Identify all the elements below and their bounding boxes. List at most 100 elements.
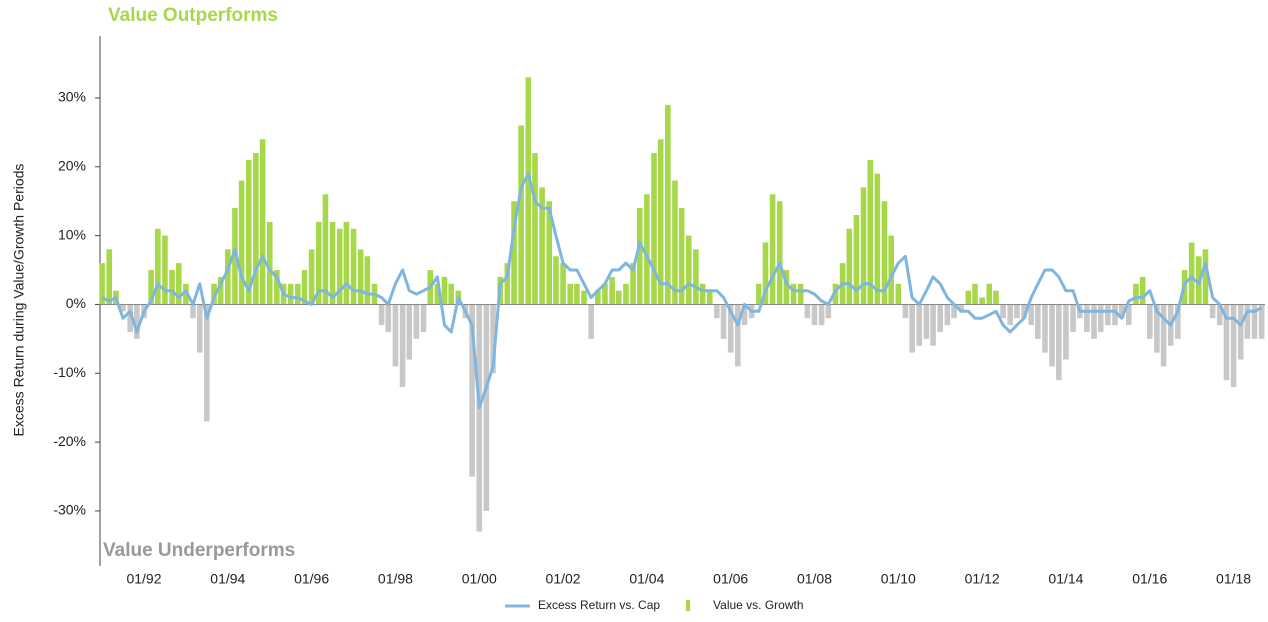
bar xyxy=(1175,304,1181,339)
bar xyxy=(399,304,406,388)
x-tick-label: 01/98 xyxy=(378,571,413,587)
bar xyxy=(609,276,615,305)
bar xyxy=(413,304,420,339)
bar xyxy=(651,153,657,305)
bar xyxy=(1049,304,1055,367)
bar xyxy=(546,201,553,305)
bar xyxy=(951,304,957,319)
bar xyxy=(483,304,490,511)
x-tick-label: 01/12 xyxy=(965,571,1000,587)
bar xyxy=(595,290,601,305)
bar xyxy=(755,283,762,305)
bar xyxy=(539,187,545,305)
x-tick-label: 01/10 xyxy=(881,571,916,587)
bar xyxy=(567,283,573,305)
bar xyxy=(602,283,608,305)
annotation-bottom: Value Underperforms xyxy=(103,540,295,561)
x-tick-label: 01/14 xyxy=(1048,571,1083,587)
bar xyxy=(392,304,399,367)
bar xyxy=(735,304,741,367)
bar xyxy=(741,304,748,326)
bar xyxy=(511,201,517,305)
bar xyxy=(881,201,888,305)
bar xyxy=(364,256,371,305)
bar xyxy=(1202,249,1209,305)
bar xyxy=(979,297,985,305)
x-tick-label: 01/92 xyxy=(126,571,161,587)
bar xyxy=(1021,304,1027,319)
bar xyxy=(336,228,343,305)
x-tick-label: 01/00 xyxy=(462,571,497,587)
bar xyxy=(1126,304,1132,326)
bar xyxy=(211,283,217,305)
bar xyxy=(1014,304,1020,319)
bar xyxy=(1000,304,1006,319)
bar xyxy=(1133,283,1139,305)
legend-label: Value vs. Growth xyxy=(713,598,803,612)
bar xyxy=(672,180,678,305)
bar xyxy=(1070,304,1076,332)
bar xyxy=(1042,304,1048,353)
y-tick-label: -30% xyxy=(53,502,86,518)
bar xyxy=(1216,304,1223,326)
bar xyxy=(944,304,951,326)
bar xyxy=(818,304,825,326)
bar xyxy=(706,290,713,305)
bar xyxy=(434,283,441,305)
bar xyxy=(525,77,532,305)
bar xyxy=(420,304,427,332)
bar xyxy=(225,249,231,305)
bar xyxy=(120,304,126,312)
bar xyxy=(343,221,350,305)
bar xyxy=(99,263,105,305)
bar xyxy=(644,194,650,305)
x-tick-label: 01/02 xyxy=(546,571,581,587)
bar xyxy=(245,159,252,305)
bar xyxy=(965,290,972,305)
bar xyxy=(860,187,867,305)
bar xyxy=(476,304,483,532)
bar xyxy=(238,180,245,305)
bar xyxy=(532,153,538,305)
bar xyxy=(727,304,734,353)
annotation-top: Value Outperforms xyxy=(108,5,278,26)
bar xyxy=(385,304,392,332)
x-tick-label: 01/04 xyxy=(629,571,664,587)
bar xyxy=(797,283,804,305)
y-tick-label: 0% xyxy=(66,295,86,311)
bar xyxy=(308,249,315,305)
bar xyxy=(581,290,587,305)
x-tick-label: 01/16 xyxy=(1132,571,1167,587)
bar xyxy=(720,304,727,339)
bar xyxy=(1188,242,1195,305)
bar xyxy=(888,235,894,305)
bar xyxy=(958,304,964,312)
bar xyxy=(1146,304,1153,339)
bar xyxy=(986,283,993,305)
bar xyxy=(678,208,685,305)
bar xyxy=(301,270,308,305)
bar xyxy=(175,263,182,305)
bar xyxy=(636,208,643,305)
bar xyxy=(378,304,385,326)
bar xyxy=(504,263,511,305)
y-tick-label: -10% xyxy=(53,364,86,380)
bar xyxy=(832,283,839,305)
bar xyxy=(295,283,301,305)
bar xyxy=(1244,304,1251,339)
bar xyxy=(588,304,594,339)
bar xyxy=(162,235,168,305)
bar xyxy=(1063,304,1069,360)
bar xyxy=(993,290,999,305)
bar xyxy=(253,153,259,305)
bar xyxy=(1112,304,1118,326)
bar xyxy=(322,194,329,305)
bar xyxy=(490,304,496,374)
bar xyxy=(616,290,622,305)
bar xyxy=(274,270,280,305)
x-tick-label: 01/08 xyxy=(797,571,832,587)
y-axis-title: Excess Return during Value/Growth Period… xyxy=(11,164,27,437)
bar xyxy=(350,228,357,305)
bar xyxy=(134,304,140,339)
